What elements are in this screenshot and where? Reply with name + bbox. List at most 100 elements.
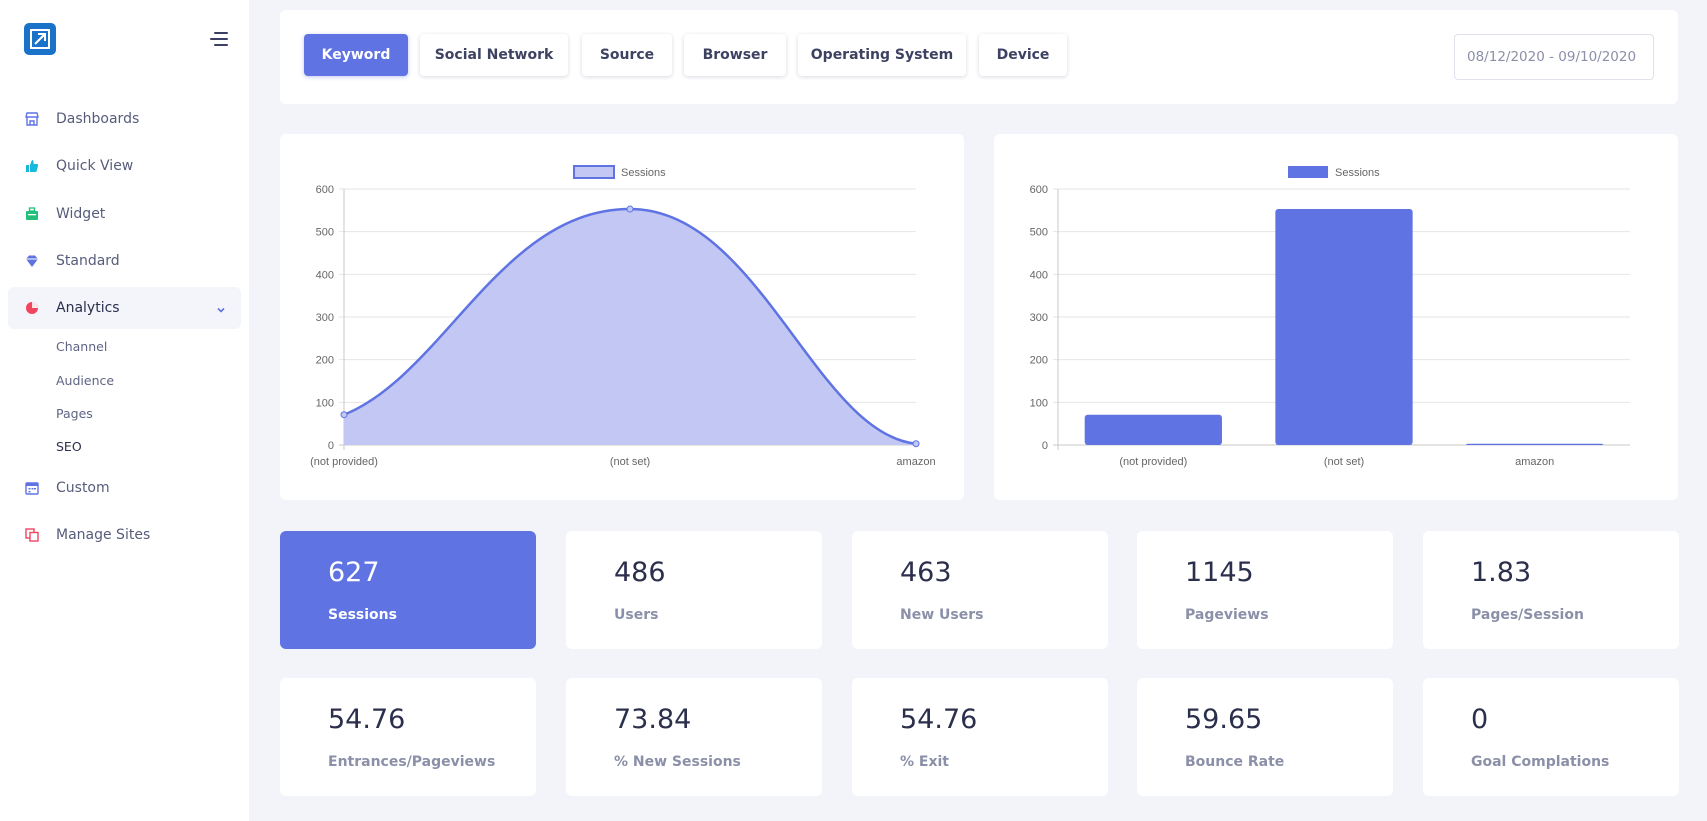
sidebar-item-label: Dashboards — [56, 111, 140, 127]
stat-label: % Exit — [900, 754, 949, 770]
legend-swatch — [573, 165, 615, 179]
stat-card-new-users: 463 New Users — [852, 531, 1108, 649]
stat-card-goal-completions: 0 Goal Complations — [1423, 678, 1679, 796]
y-tick-label: 0 — [328, 440, 334, 452]
tab-keyword[interactable]: Keyword — [304, 34, 408, 76]
sidebar-item-widget[interactable]: Widget — [8, 193, 241, 235]
thumb-up-icon — [24, 158, 40, 174]
x-tick-label: amazon — [1515, 456, 1554, 468]
stat-value: 0 — [1471, 704, 1489, 735]
tab-device[interactable]: Device — [979, 34, 1067, 76]
sidebar-item-label: Widget — [56, 206, 106, 222]
sidebar-item-label: Custom — [56, 480, 110, 496]
stat-value: 463 — [900, 557, 952, 588]
stat-card-pages-per-session: 1.83 Pages/Session — [1423, 531, 1679, 649]
y-tick-label: 600 — [1030, 184, 1048, 196]
legend-label: Sessions — [621, 167, 666, 179]
sessions-bar-chart: 0 100 200 300 400 500 600 (not provided) (not s… — [1030, 166, 1630, 468]
stat-card-exit: 54.76 % Exit — [852, 678, 1108, 796]
stat-label: Goal Complations — [1471, 754, 1610, 770]
filter-bar: Keyword Social Network Source Browser Op… — [280, 10, 1678, 104]
menu-toggle-icon[interactable] — [206, 30, 228, 48]
y-tick-label: 200 — [1030, 355, 1048, 367]
stat-label: % New Sessions — [614, 754, 741, 770]
chevron-down-icon — [215, 301, 227, 313]
y-tick-label: 600 — [316, 184, 334, 196]
tab-source[interactable]: Source — [582, 34, 672, 76]
store-icon — [24, 111, 40, 127]
y-tick-label: 400 — [1030, 269, 1048, 281]
y-tick-label: 100 — [1030, 397, 1048, 409]
stat-label: Users — [614, 607, 659, 623]
diamond-icon — [24, 253, 40, 269]
stat-card-pageviews: 1145 Pageviews — [1137, 531, 1393, 649]
legend-label: Sessions — [1335, 167, 1380, 179]
app-logo[interactable] — [24, 23, 56, 55]
stat-card-entrances-pageviews: 54.76 Entrances/Pageviews — [280, 678, 536, 796]
sidebar-item-manage-sites[interactable]: Manage Sites — [8, 514, 241, 556]
sidebar-subitem-pages[interactable]: Pages — [56, 406, 93, 421]
bar — [1466, 443, 1604, 445]
tab-social-network[interactable]: Social Network — [420, 34, 568, 76]
tab-operating-system[interactable]: Operating System — [798, 34, 966, 76]
bar — [1084, 414, 1222, 445]
sidebar-item-standard[interactable]: Standard — [8, 240, 241, 282]
sidebar-item-analytics[interactable]: Analytics — [8, 287, 241, 329]
tab-browser[interactable]: Browser — [684, 34, 786, 76]
y-tick-label: 300 — [316, 312, 334, 324]
briefcase-icon — [24, 206, 40, 222]
stat-label: Pages/Session — [1471, 607, 1584, 623]
y-tick-label: 200 — [316, 355, 334, 367]
stat-value: 1145 — [1185, 557, 1254, 588]
x-tick-label: (not provided) — [310, 456, 378, 468]
data-point — [626, 205, 634, 213]
data-point — [340, 411, 348, 419]
sidebar-item-label: Analytics — [56, 300, 120, 316]
legend-swatch — [1288, 166, 1328, 178]
y-tick-label: 500 — [316, 227, 334, 239]
sidebar-item-label: Quick View — [56, 158, 134, 174]
bar-chart-card: 0 100 200 300 400 500 600 (not provided) (not s… — [994, 134, 1678, 500]
stat-card-new-sessions: 73.84 % New Sessions — [566, 678, 822, 796]
sidebar-item-label: Manage Sites — [56, 527, 151, 543]
sidebar-item-label: Standard — [56, 253, 120, 269]
pie-chart-icon — [24, 300, 40, 316]
stat-card-sessions: 627 Sessions — [280, 531, 536, 649]
stat-label: Pageviews — [1185, 607, 1269, 623]
sessions-area-chart: 0 100 200 300 400 500 600 (not provided) (not s… — [310, 165, 936, 468]
sidebar-item-quick-view[interactable]: Quick View — [8, 145, 241, 187]
copy-icon — [24, 527, 40, 543]
data-point — [912, 440, 920, 448]
bar — [1275, 209, 1413, 445]
y-tick-label: 0 — [1042, 440, 1048, 452]
sidebar: Dashboards Quick View Widget Standard An… — [0, 0, 249, 821]
stat-label: Bounce Rate — [1185, 754, 1285, 770]
sidebar-subitem-audience[interactable]: Audience — [56, 373, 115, 388]
sidebar-subitem-seo[interactable]: SEO — [56, 439, 82, 454]
stat-value: 1.83 — [1471, 557, 1532, 588]
sidebar-subitem-channel[interactable]: Channel — [56, 339, 108, 354]
stat-card-users: 486 Users — [566, 531, 822, 649]
y-tick-label: 100 — [316, 397, 334, 409]
x-tick-label: (not set) — [1324, 456, 1364, 468]
stat-card-bounce-rate: 59.65 Bounce Rate — [1137, 678, 1393, 796]
y-tick-label: 400 — [316, 269, 334, 281]
stat-label: Sessions — [328, 607, 397, 623]
stat-value: 59.65 — [1185, 704, 1263, 735]
date-range-input[interactable]: 08/12/2020 - 09/10/2020 — [1454, 34, 1654, 80]
stat-value: 73.84 — [614, 704, 692, 735]
sidebar-item-custom[interactable]: Custom — [8, 467, 241, 509]
x-tick-label: amazon — [896, 456, 935, 468]
stat-value: 54.76 — [328, 704, 406, 735]
x-tick-label: (not set) — [610, 456, 650, 468]
y-tick-label: 300 — [1030, 312, 1048, 324]
sidebar-item-dashboards[interactable]: Dashboards — [8, 98, 241, 140]
y-tick-label: 500 — [1030, 227, 1048, 239]
stat-value: 54.76 — [900, 704, 978, 735]
sessions-area-fill — [344, 209, 916, 445]
x-tick-label: (not provided) — [1119, 456, 1187, 468]
area-chart-card: 0 100 200 300 400 500 600 (not provided) (not s… — [280, 134, 964, 500]
stat-label: New Users — [900, 607, 984, 623]
stat-value: 627 — [328, 557, 380, 588]
stat-label: Entrances/Pageviews — [328, 754, 496, 770]
